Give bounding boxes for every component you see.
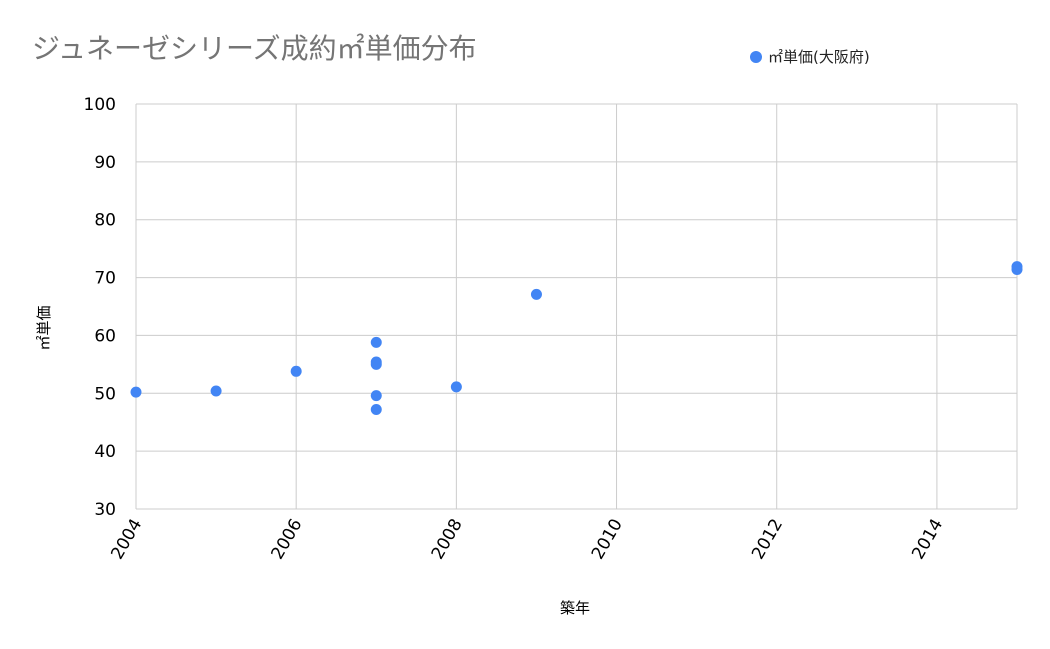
data-points xyxy=(130,261,1023,415)
legend-marker xyxy=(750,51,762,63)
legend-label: ㎡単価(大阪府) xyxy=(768,48,870,66)
x-tick-label: 2012 xyxy=(748,516,787,563)
legend: ㎡単価(大阪府) xyxy=(750,48,870,66)
y-tick-label: 60 xyxy=(94,326,116,346)
y-axis-ticks: 30 40 50 60 70 80 90 100 xyxy=(84,95,116,520)
y-axis-title: ㎡単価 xyxy=(35,305,53,350)
x-axis-title: 築年 xyxy=(560,599,590,617)
x-tick-label: 2008 xyxy=(428,516,467,563)
x-tick-label: 2006 xyxy=(268,516,307,563)
gridlines xyxy=(135,103,1018,510)
y-tick-label: 80 xyxy=(94,211,116,231)
x-tick-label: 2004 xyxy=(107,516,146,563)
x-axis-ticks: 2004 2006 2008 2010 2012 2014 xyxy=(107,516,947,563)
y-tick-label: 40 xyxy=(94,442,116,462)
y-tick-label: 90 xyxy=(94,153,116,173)
data-point xyxy=(130,386,142,398)
data-point xyxy=(290,365,302,377)
data-point xyxy=(1011,263,1023,275)
data-point xyxy=(210,385,222,397)
data-point xyxy=(370,336,382,348)
data-point xyxy=(370,390,382,402)
x-tick-label: 2014 xyxy=(908,516,947,563)
x-tick-label: 2010 xyxy=(588,516,627,563)
data-point xyxy=(450,381,462,393)
data-point xyxy=(370,403,382,415)
y-tick-label: 70 xyxy=(94,269,116,289)
data-point xyxy=(530,288,542,300)
y-tick-label: 50 xyxy=(94,384,116,404)
y-tick-label: 30 xyxy=(94,500,116,520)
data-point xyxy=(370,358,382,370)
chart-title: ジュネーゼシリーズ成約㎡単価分布 xyxy=(32,32,477,65)
y-tick-label: 100 xyxy=(84,95,116,115)
